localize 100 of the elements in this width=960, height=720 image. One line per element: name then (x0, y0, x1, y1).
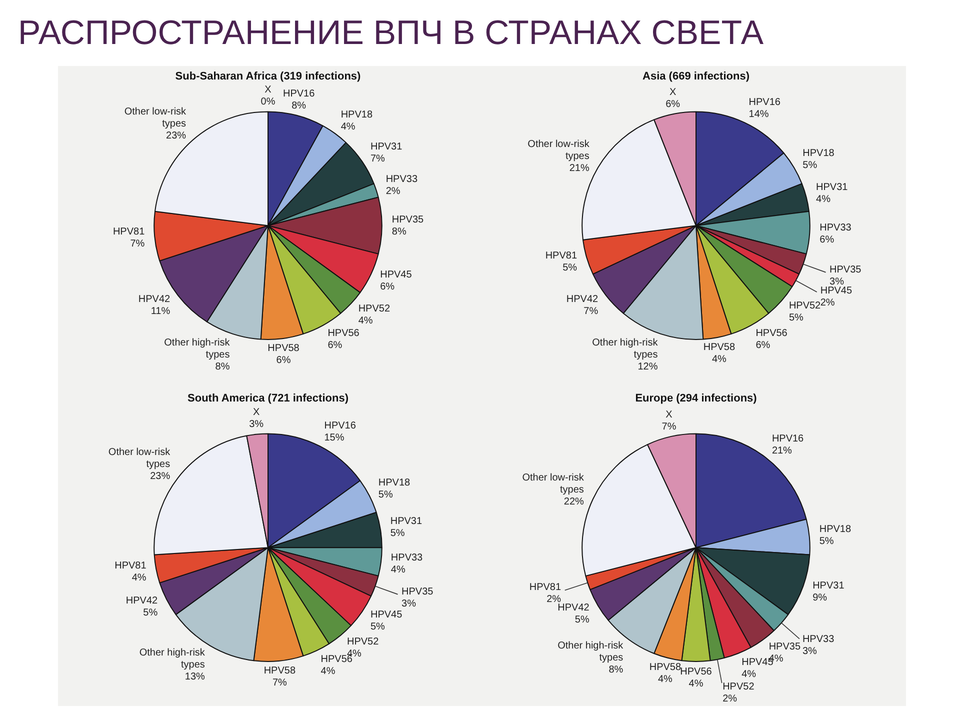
slice-label: HPV18 (819, 524, 852, 536)
data-label: 7% (584, 306, 598, 317)
slice-label: HPV35 (392, 214, 424, 226)
slice-label: Other low-risk types (108, 447, 172, 470)
data-label: 4% (688, 678, 704, 690)
data-label: 11% (150, 306, 170, 317)
data-label: 7% (130, 238, 145, 250)
slice-label: HPV52 (358, 303, 390, 314)
data-label: 5% (143, 607, 158, 618)
data-label: 6% (380, 282, 395, 293)
slice-label: HPV56 (328, 328, 360, 340)
data-label: 7% (662, 422, 676, 433)
data-label: 21% (772, 446, 792, 457)
chart-subtitle: Sub-Saharan Africa (319 infections) (175, 70, 362, 83)
slice-label: HPV52 (788, 300, 822, 312)
slice-label: Other low-risk types (124, 106, 188, 130)
slice-label: HPV16 (772, 434, 804, 445)
data-label: 13% (184, 671, 206, 682)
slice-label: HPV58 (703, 342, 736, 353)
data-label: 3% (249, 419, 264, 430)
slice-label: HPV81 (112, 226, 146, 238)
slice-label: HPV81 (529, 582, 562, 594)
slice-label: HPV58 (649, 662, 682, 674)
data-label: 21% (569, 163, 590, 174)
slice-label: HPV56 (756, 328, 788, 340)
data-label: 9% (812, 592, 828, 604)
data-label: 3% (830, 276, 844, 288)
slice-label: HPV56 (320, 654, 353, 665)
slice-label: X (669, 86, 676, 98)
slice-label: HPV81 (114, 560, 147, 572)
data-label: 5% (562, 262, 578, 274)
slice-label: HPV56 (680, 666, 712, 678)
data-label: 5% (390, 528, 405, 540)
data-label: 3% (402, 598, 416, 610)
slice-label: HPV31 (390, 516, 422, 528)
slice-label: X (666, 410, 673, 421)
data-label: 5% (819, 536, 834, 548)
slice-label: Other high-risk types (558, 640, 624, 664)
data-label: 5% (370, 621, 386, 632)
data-label: 4% (132, 572, 146, 584)
slice-label: HPV31 (812, 580, 845, 592)
data-label: 4% (390, 564, 406, 576)
data-label: 4% (340, 121, 356, 132)
data-label: 15% (324, 432, 344, 444)
data-label: 2% (722, 694, 738, 705)
slice-label: HPV33 (802, 634, 835, 646)
slice-label: HPV42 (566, 294, 599, 305)
slice-label: HPV35 (830, 264, 862, 276)
data-label: 14% (748, 108, 769, 120)
slice-label: HPV16 (282, 88, 316, 100)
slice-label: Other high-risk types (164, 338, 231, 361)
slice-label: HPV31 (370, 141, 403, 152)
data-label: 22% (564, 496, 584, 508)
data-label: 5% (574, 614, 590, 626)
data-label: 5% (802, 160, 818, 172)
data-label: 6% (666, 98, 680, 110)
data-label: 4% (742, 669, 756, 680)
data-label: 5% (378, 489, 393, 500)
slice-label: HPV58 (268, 343, 300, 354)
slice-label: HPV31 (816, 182, 848, 194)
slice-label: HPV42 (138, 294, 171, 305)
slice-label: HPV35 (402, 586, 434, 598)
slice-label: HPV18 (802, 148, 835, 160)
slice-label: HPV81 (545, 250, 578, 262)
data-label: 23% (150, 471, 170, 482)
slice-label: HPV45 (820, 286, 852, 297)
slice-label: HPV33 (386, 174, 418, 186)
data-label: 7% (370, 153, 386, 164)
data-label: 6% (276, 355, 291, 366)
slice-label: Other high-risk types (592, 338, 659, 361)
data-label: 5% (788, 312, 804, 324)
slice-label: Other low-risk types (522, 472, 585, 496)
data-label: 2% (386, 186, 400, 198)
slice-label: X (253, 407, 260, 418)
data-label: 23% (166, 130, 186, 142)
chart-title: РАСПРОСТРАНЕНИЕ ВПЧ В СТРАНАХ СВЕТА (17, 13, 765, 54)
data-label: 4% (658, 674, 673, 686)
data-label: 8% (292, 100, 306, 112)
data-label: 4% (320, 666, 336, 677)
data-label: 6% (756, 340, 770, 352)
data-label: 4% (712, 354, 727, 365)
data-label: 4% (358, 315, 373, 326)
slice-label: HPV52 (722, 682, 755, 693)
chart-title: Asia (669 infections) (642, 70, 750, 83)
slice-label: Other low-risk types (528, 139, 590, 162)
slice-label: HPV18 (378, 477, 411, 488)
data-label: 6% (820, 234, 834, 246)
slice-label: HPV52 (346, 636, 380, 648)
slice-label: HPV16 (748, 96, 781, 108)
slice-label: HPV58 (264, 666, 296, 677)
chart-title: Europe (294 infections) (635, 392, 758, 405)
slice-label: Other high-risk types (139, 647, 206, 670)
chart-title: South America (721 infections) (188, 392, 349, 405)
slice-label: HPV33 (390, 552, 424, 564)
slice-label: HPV33 (820, 222, 852, 234)
slice-label: HPV18 (340, 109, 373, 120)
slice-label: HPV35 (768, 641, 801, 652)
data-label: 8% (215, 362, 230, 373)
data-label: 6% (328, 340, 342, 352)
data-label: 8% (608, 664, 624, 676)
